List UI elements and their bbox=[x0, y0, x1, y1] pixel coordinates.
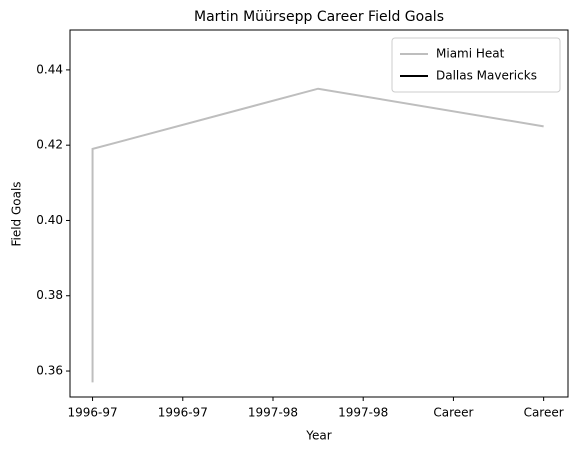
legend-box bbox=[391, 37, 561, 93]
x-tick-label: 1997-98 bbox=[338, 406, 388, 420]
y-axis-label: Field Goals bbox=[10, 181, 24, 246]
x-tick-label: 1996-97 bbox=[158, 406, 208, 420]
y-tick-label: 0.38 bbox=[36, 288, 63, 302]
legend-label: Miami Heat bbox=[436, 47, 505, 61]
x-tick-label: 1996-97 bbox=[67, 406, 117, 420]
plot-frame bbox=[69, 29, 569, 398]
chart-title: Martin Müürsepp Career Field Goals bbox=[194, 9, 444, 25]
x-tick-label: Career bbox=[524, 406, 564, 420]
y-tick-label: 0.44 bbox=[36, 62, 63, 76]
x-axis-label: Year bbox=[305, 429, 331, 443]
x-tick-label: Career bbox=[433, 406, 473, 420]
x-tick-label: 1997-98 bbox=[248, 406, 298, 420]
y-tick-label: 0.42 bbox=[36, 138, 63, 152]
series-line bbox=[91, 87, 544, 383]
y-tick-label: 0.40 bbox=[36, 213, 63, 227]
legend-label: Dallas Mavericks bbox=[436, 69, 537, 83]
y-tick-label: 0.36 bbox=[36, 364, 63, 378]
